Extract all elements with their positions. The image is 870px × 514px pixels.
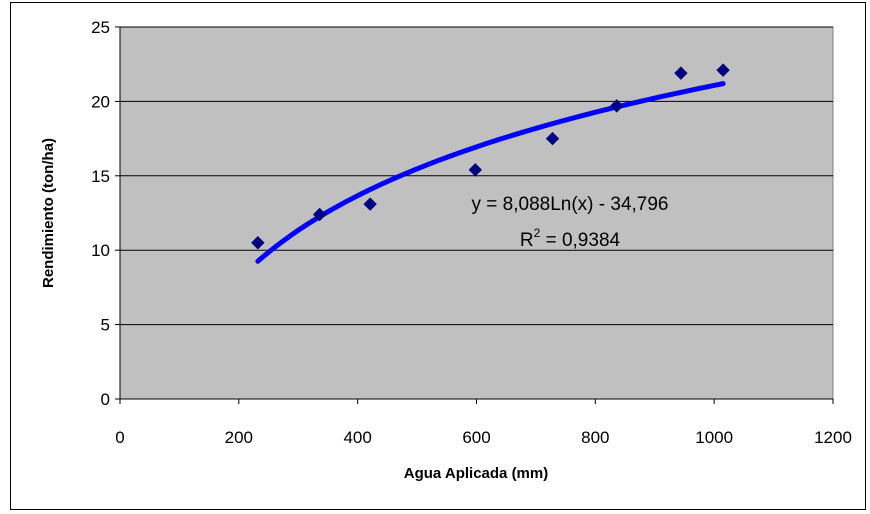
data-points [251, 63, 730, 250]
plot-area [119, 26, 834, 400]
x-axis-title: Agua Aplicada (mm) [404, 465, 548, 482]
data-point-7 [674, 66, 688, 80]
data-point-4 [468, 163, 483, 177]
x-tick-label-1200: 1200 [814, 428, 852, 447]
data-point-3 [363, 197, 377, 211]
y-tick-label-15: 15 [91, 167, 110, 186]
x-tick-label-1000: 1000 [695, 428, 733, 447]
y-tick-label-0: 0 [101, 390, 110, 409]
x-tick-label-200: 200 [225, 428, 253, 447]
x-tick-labels: 0 200 400 600 800 1000 1200 [115, 428, 852, 447]
y-tick-label-25: 25 [91, 18, 110, 37]
data-point-1 [251, 236, 265, 250]
axes [115, 26, 834, 404]
r2-prefix: R [520, 230, 534, 251]
data-point-2 [312, 207, 327, 222]
gridlines [120, 26, 833, 326]
x-tick-label-800: 800 [581, 428, 609, 447]
y-axis-title: Rendimiento (ton/ha) [40, 138, 57, 288]
trendline-group [255, 81, 726, 264]
r2-value: = 0,9384 [540, 230, 620, 251]
y-tick-label-20: 20 [91, 92, 110, 111]
r2-superscript: 2 [534, 226, 541, 240]
x-tick-label-400: 400 [343, 428, 371, 447]
y-tick-labels: 0 5 10 15 20 25 [91, 18, 110, 409]
data-point-8 [716, 63, 730, 77]
trend-equation: y = 8,088Ln(x) - 34,796 [472, 194, 669, 215]
trendline [255, 81, 726, 264]
y-tick-label-10: 10 [91, 241, 110, 260]
trend-r-squared: R2 = 0,9384 [520, 226, 621, 251]
x-tick-label-600: 600 [462, 428, 490, 447]
x-tick-label-0: 0 [115, 428, 124, 447]
data-point-5 [545, 131, 560, 146]
data-point-6 [610, 99, 624, 113]
y-tick-label-5: 5 [101, 316, 110, 335]
